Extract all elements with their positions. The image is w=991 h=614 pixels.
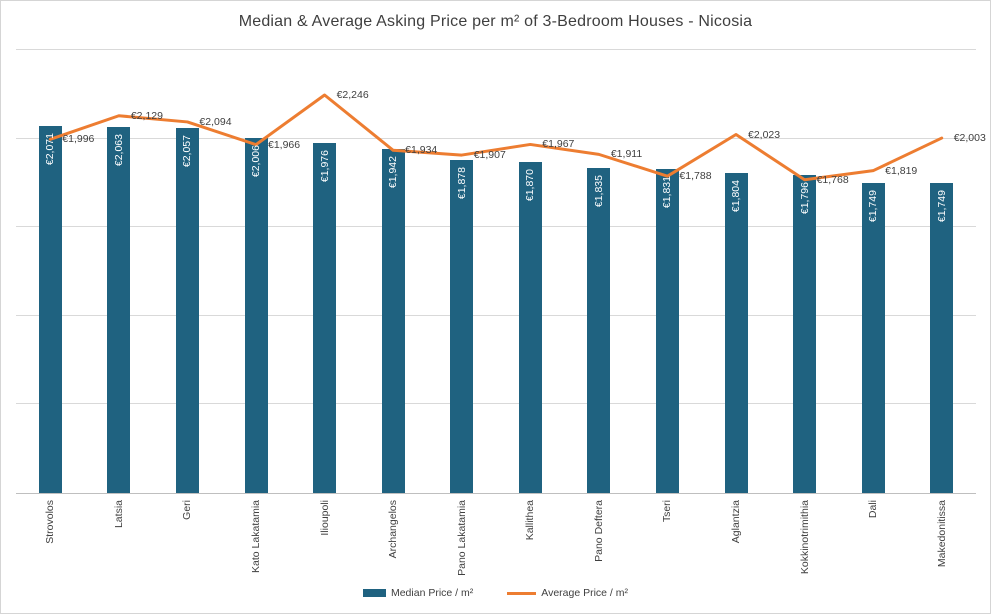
- x-axis-label-pano-deftera: Pano Deftera: [592, 500, 605, 562]
- bar-archangelos: [381, 148, 405, 493]
- average-price-line-layer: [48, 93, 944, 182]
- legend-item-average: Average Price / m²: [507, 587, 628, 599]
- x-axis-label-kokkinotrimithia: Kokkinotrimithia: [798, 500, 811, 575]
- x-axis-label-strovolos: Strovolos: [44, 500, 57, 544]
- line-point-label: €1,819: [885, 164, 918, 177]
- bar-value-label: €1,835: [592, 174, 605, 207]
- x-axis-label-dali: Dali: [867, 500, 880, 519]
- legend-item-median: Median Price / m²: [362, 587, 474, 599]
- gridline: [16, 49, 976, 50]
- x-axis-label-tseri: Tseri: [661, 500, 674, 523]
- bar-kokkinotrimithia: [793, 174, 817, 493]
- line-point-label: €2,246: [336, 89, 369, 101]
- line-point-label: €1,934: [405, 144, 438, 157]
- bar-value-label: €2,006: [250, 144, 262, 177]
- bar-value-label: €1,804: [730, 180, 742, 213]
- bar-value-label: €2,063: [112, 134, 125, 167]
- bar-kallithea: [518, 161, 542, 493]
- x-axis-label-geri: Geri: [181, 500, 194, 520]
- line-point-label: €1,911: [610, 148, 643, 161]
- bar-value-label: €1,878: [455, 167, 468, 200]
- bar-value-label: €1,749: [935, 190, 948, 223]
- gridline: [16, 137, 976, 139]
- bar-value-label: €1,976: [318, 149, 331, 182]
- gridline: [16, 226, 976, 228]
- gridline: [16, 403, 976, 405]
- bar-value-label: €2,071: [44, 133, 57, 166]
- bar-makedonitissa: [930, 183, 954, 493]
- bar-pano-deftera: [587, 167, 611, 493]
- line-point-label: €2,094: [199, 115, 232, 128]
- x-axis-label-makedonitissa: Makedonitissa: [935, 500, 948, 568]
- bar-strovolos: [38, 126, 62, 493]
- bar-kato-lakatamia: [244, 137, 268, 493]
- bar-geri: [175, 128, 199, 493]
- line-point-label: €2,023: [748, 128, 781, 141]
- x-axis-label-ilioupoli: Ilioupoli: [318, 500, 331, 536]
- x-axis-label-pano-lakatamia: Pano Lakatamia: [455, 500, 468, 576]
- line-point-label: €2,003: [953, 132, 986, 145]
- bar-value-label: €1,870: [524, 168, 537, 201]
- bar-ilioupoli: [313, 142, 337, 493]
- line-point-label: €1,768: [816, 173, 849, 186]
- bar-value-label: €1,942: [387, 155, 400, 188]
- line-point-label: €2,129: [130, 109, 163, 122]
- bar-dali: [861, 183, 885, 493]
- legend-label-average: Average Price / m²: [541, 587, 629, 599]
- line-point-label: €1,907: [473, 149, 506, 162]
- average-line-swatch-icon: [507, 591, 537, 595]
- x-axis-label-archangelos: Archangelos: [387, 500, 400, 559]
- bar-value-label: €1,796: [798, 181, 811, 214]
- bar-aglantzia: [724, 173, 748, 493]
- median-bar-swatch-icon: [362, 589, 386, 597]
- x-axis-label-kato-lakatamia: Kato Lakatamia: [250, 500, 262, 573]
- x-axis-line: [16, 493, 976, 494]
- bar-tseri: [655, 168, 679, 493]
- bar-value-label: €2,057: [181, 135, 194, 168]
- chart-legend: Median Price / m² Average Price / m²: [1, 587, 990, 599]
- plot-area: €2,071 €2,063 €2,057 €2,006 €1,976 €1,942 €1,8…: [16, 49, 986, 576]
- bar-latsia: [107, 127, 131, 493]
- legend-label-median: Median Price / m²: [390, 587, 474, 599]
- x-axis-label-aglantzia: Aglantzia: [730, 500, 742, 544]
- bar-value-label: €1,831: [661, 175, 674, 208]
- line-point-label: €1,966: [268, 138, 301, 151]
- average-price-line: [48, 93, 944, 182]
- bar-value-label: €1,749: [867, 190, 880, 223]
- x-axis-label-latsia: Latsia: [112, 500, 125, 529]
- line-point-label: €1,996: [62, 133, 95, 146]
- x-axis-label-kallithea: Kallithea: [524, 500, 537, 541]
- line-point-label: €1,788: [679, 170, 712, 183]
- gridline: [16, 314, 976, 316]
- chart-title: Median & Average Asking Price per m² of …: [238, 13, 753, 30]
- line-point-label: €1,967: [542, 138, 575, 151]
- bar-pano-lakatamia: [450, 160, 474, 493]
